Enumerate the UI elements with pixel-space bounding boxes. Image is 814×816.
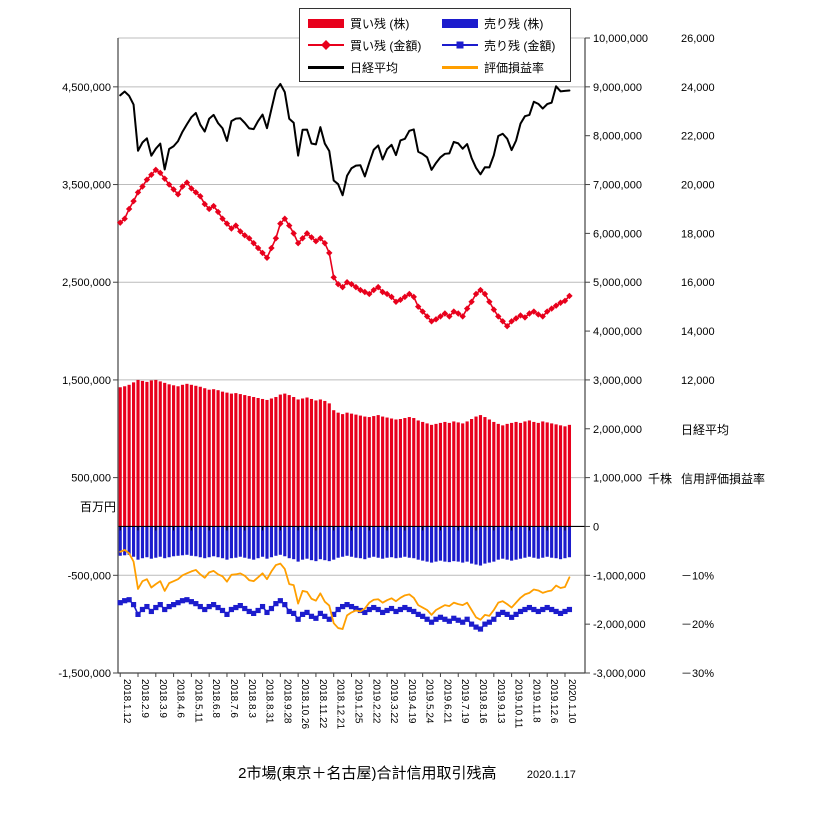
svg-text:4,500,000: 4,500,000 [62, 82, 111, 94]
buy_shares-bars [118, 379, 572, 527]
legend: 買い残 (株) 売り残 (株) 買い残 (金額) 売り残 (金額) 日経平均 評… [299, 8, 571, 82]
svg-text:1,500,000: 1,500,000 [62, 375, 111, 387]
legend-item-pl-ratio: 評価損益率 [442, 56, 562, 78]
sell-amount-line-swatch-icon [442, 39, 478, 52]
svg-text:2019.6.21: 2019.6.21 [441, 679, 452, 724]
sell-shares-bar-swatch-icon [442, 17, 478, 30]
legend-label: 日経平均 [350, 60, 399, 75]
svg-text:2018.2.9: 2018.2.9 [139, 679, 150, 718]
buy-shares-bar-swatch-icon [308, 17, 344, 30]
svg-text:2019.9.13: 2019.9.13 [495, 679, 506, 724]
svg-text:2018.9.28: 2018.9.28 [281, 679, 292, 724]
svg-text:2019.12.6: 2019.12.6 [548, 679, 559, 724]
legend-item-buy-amount: 買い残 (金額) [308, 34, 428, 56]
sell_amount-line [117, 597, 573, 632]
svg-text:2020.1.10: 2020.1.10 [566, 679, 577, 724]
legend-item-sell-shares: 売り残 (株) [442, 12, 562, 34]
pl-ratio-line-swatch-icon [442, 61, 478, 74]
svg-text:2018.6.8: 2018.6.8 [210, 679, 221, 718]
svg-text:2019.11.8: 2019.11.8 [530, 679, 541, 723]
legend-item-nikkei: 日経平均 [308, 56, 428, 78]
x-axis-labels: 2018.1.12 2018.2.9 2018.3.9 2018.4.6 2018.5.… [121, 679, 577, 729]
svg-text:－20%: －20% [681, 619, 714, 631]
svg-text:22,000: 22,000 [681, 131, 715, 143]
svg-text:9,000,000: 9,000,000 [593, 82, 642, 94]
legend-label: 売り残 (金額) [484, 38, 556, 53]
svg-text:20,000: 20,000 [681, 180, 715, 192]
svg-text:-1,000,000: -1,000,000 [593, 570, 646, 582]
svg-text:2018.7.6: 2018.7.6 [228, 679, 239, 718]
svg-text:7,000,000: 7,000,000 [593, 180, 642, 192]
svg-text:4,000,000: 4,000,000 [593, 326, 642, 338]
nikkei-axis-title: 日経平均 [681, 423, 730, 437]
nikkei-line [119, 82, 571, 197]
buy_amount-line [117, 166, 573, 330]
svg-text:26,000: 26,000 [681, 33, 715, 45]
svg-text:12,000: 12,000 [681, 375, 715, 387]
svg-text:0: 0 [593, 521, 599, 533]
legend-label: 買い残 (株) [350, 16, 410, 31]
svg-text:-500,000: -500,000 [68, 570, 111, 582]
percent-axis-title: 信用評価損益率 [681, 472, 766, 486]
chart-title: 2市場(東京＋名古屋)合計信用取引残高 [238, 765, 497, 782]
svg-text:16,000: 16,000 [681, 277, 715, 289]
svg-text:2018.11.22: 2018.11.22 [317, 679, 328, 729]
axes-frame [113, 37, 590, 677]
shares-axis-labels: 10,000,000 9,000,000 8,000,000 7,000,000 6,0… [593, 33, 648, 680]
nikkei-line-swatch-icon [308, 61, 344, 74]
svg-text:2019.1.25: 2019.1.25 [353, 679, 364, 724]
svg-text:2018.5.11: 2018.5.11 [192, 679, 203, 723]
sell_shares-bars [118, 526, 572, 566]
buy-amount-line-swatch-icon [308, 39, 344, 52]
shares-axis-title: 千株 [648, 472, 673, 486]
svg-text:18,000: 18,000 [681, 228, 715, 240]
legend-item-buy-shares: 買い残 (株) [308, 12, 428, 34]
svg-text:1,000,000: 1,000,000 [593, 473, 642, 485]
svg-text:24,000: 24,000 [681, 82, 715, 94]
legend-label: 買い残 (金額) [350, 38, 422, 53]
legend-label: 評価損益率 [484, 60, 545, 75]
svg-text:-2,000,000: -2,000,000 [593, 619, 646, 631]
svg-text:2018.8.31: 2018.8.31 [264, 679, 275, 724]
svg-text:2018.12.21: 2018.12.21 [335, 679, 346, 729]
svg-text:－10%: －10% [681, 570, 714, 582]
svg-text:-1,500,000: -1,500,000 [58, 668, 111, 680]
svg-text:2019.2.22: 2019.2.22 [370, 679, 381, 724]
percent-axis-labels: －10% －20% －30% [681, 570, 714, 680]
legend-label: 売り残 (株) [484, 16, 544, 31]
svg-text:500,000: 500,000 [71, 473, 111, 485]
chart-title-row: 2市場(東京＋名古屋)合計信用取引残高 2020.1.17 [0, 762, 814, 783]
nikkei-axis-labels: 26,000 24,000 22,000 20,000 18,000 16,000 14,0… [681, 33, 715, 387]
svg-text:2018.3.9: 2018.3.9 [157, 679, 168, 718]
svg-text:6,000,000: 6,000,000 [593, 228, 642, 240]
svg-text:8,000,000: 8,000,000 [593, 131, 642, 143]
svg-text:2019.7.19: 2019.7.19 [459, 679, 470, 724]
left-axis-labels: 4,500,000 3,500,000 2,500,000 1,500,000 500,… [58, 82, 111, 680]
svg-text:2019.10.11: 2019.10.11 [513, 679, 524, 729]
left-axis-title: 百万円 [80, 500, 117, 514]
svg-text:2019.4.19: 2019.4.19 [406, 679, 417, 724]
legend-item-sell-amount: 売り残 (金額) [442, 34, 562, 56]
svg-text:3,000,000: 3,000,000 [593, 375, 642, 387]
svg-text:14,000: 14,000 [681, 326, 715, 338]
pl_ratio-line [119, 549, 571, 630]
svg-text:10,000,000: 10,000,000 [593, 33, 648, 45]
svg-text:5,000,000: 5,000,000 [593, 277, 642, 289]
svg-text:3,500,000: 3,500,000 [62, 180, 111, 192]
svg-text:2019.3.22: 2019.3.22 [388, 679, 399, 724]
svg-text:2018.1.12: 2018.1.12 [121, 679, 132, 724]
svg-text:2019.8.16: 2019.8.16 [477, 679, 488, 724]
svg-text:－30%: －30% [681, 668, 714, 680]
svg-text:2,000,000: 2,000,000 [593, 424, 642, 436]
svg-text:-3,000,000: -3,000,000 [593, 668, 646, 680]
svg-text:2,500,000: 2,500,000 [62, 277, 111, 289]
chart-date: 2020.1.17 [526, 769, 576, 781]
svg-text:2019.5.24: 2019.5.24 [424, 679, 435, 724]
svg-text:2018.8.3: 2018.8.3 [246, 679, 257, 718]
svg-text:2018.10.26: 2018.10.26 [299, 679, 310, 729]
svg-text:2018.4.6: 2018.4.6 [175, 679, 186, 718]
